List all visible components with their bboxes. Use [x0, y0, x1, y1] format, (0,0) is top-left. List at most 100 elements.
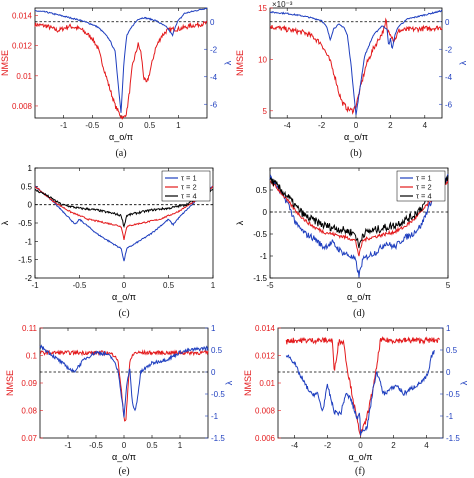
- series-line-a-1: [34, 7, 208, 113]
- y-axis-label-left-b: NMSE: [235, 50, 245, 76]
- series-line-b-0: [269, 17, 443, 115]
- caption-f: (f): [355, 466, 365, 477]
- y-tick-label-left-d: -1: [260, 252, 268, 261]
- series-line-b-1: [269, 9, 443, 116]
- y-tick-label-left-c: -1: [25, 237, 33, 246]
- y-tick-label-left-d: -0.5: [253, 230, 267, 239]
- x-tick-label-a: 0.5: [144, 121, 156, 130]
- series-line-c-2: [34, 188, 214, 229]
- x-tick-label-d: 5: [446, 281, 451, 290]
- series-line-e-0: [39, 349, 209, 422]
- x-tick-label-e: 1: [178, 441, 183, 450]
- x-tick-label-d: -5: [266, 281, 274, 290]
- series-line-d-2: [269, 175, 449, 249]
- exponent-label-b: ×10⁻³: [272, 0, 293, 9]
- x-tick-label-d: 0: [357, 281, 362, 290]
- y-tick-label-right-b: -2: [445, 45, 453, 54]
- y-tick-label-left-c: -1.5: [18, 256, 32, 265]
- y-tick-label-left-f: 0.006: [255, 434, 276, 443]
- legend-label-c-1: τ = 2: [181, 183, 197, 192]
- y-axis-label-right-a: λ: [223, 60, 233, 65]
- x-axis-label-a: α_o/π: [109, 132, 133, 142]
- panel-c: -1 -0.5 0 0.5 1-2-1.5-1-0.500.51α_o/πλτ = 1τ…: [0, 164, 216, 319]
- x-tick-label-a: -0.5: [85, 121, 99, 130]
- y-tick-label-left-d: 0.5: [256, 186, 268, 195]
- y-axis-label-right-b: λ: [458, 60, 468, 65]
- y-axis-label-left-c: λ: [0, 220, 10, 225]
- x-tick-label-b: 4: [423, 121, 428, 130]
- y-tick-label-left-c: -0.5: [18, 219, 32, 228]
- y-axis-label-right-f: λ: [459, 380, 469, 385]
- series-line-e-1: [39, 344, 209, 418]
- series-line-c-0: [34, 185, 214, 262]
- caption-d: (d): [353, 308, 365, 319]
- x-axis-label-e: α_o/π: [112, 452, 136, 462]
- x-tick-label-f: 4: [424, 441, 429, 450]
- y-axis-label-left-f: NMSE: [243, 370, 253, 396]
- y-tick-label-left-f: 0.01: [259, 379, 275, 388]
- x-axis-label-f: α_o/π: [349, 452, 373, 462]
- y-tick-label-left-a: 0.014: [12, 12, 33, 21]
- y-axis-label-left-a: NMSE: [0, 50, 10, 76]
- x-tick-label-c: 0: [122, 281, 127, 290]
- y-tick-label-right-e: -0.5: [211, 390, 225, 399]
- y-tick-label-left-b: 10: [258, 55, 267, 64]
- y-tick-label-right-a: 0: [210, 18, 215, 27]
- y-tick-label-right-e: -1.5: [211, 434, 225, 443]
- x-tick-label-e: 0.5: [146, 441, 158, 450]
- y-tick-label-left-e: 0.09: [21, 379, 37, 388]
- y-tick-label-right-b: -6: [445, 100, 453, 109]
- y-tick-label-left-d: 0: [263, 208, 268, 217]
- y-tick-label-right-a: -6: [210, 100, 218, 109]
- x-tick-label-b: -4: [284, 121, 292, 130]
- caption-e: (e): [118, 466, 129, 477]
- x-axis-label-c: α_o/π: [112, 292, 136, 302]
- y-tick-label-right-f: -1.5: [446, 434, 460, 443]
- y-tick-label-left-e: 0.1: [26, 352, 38, 361]
- x-tick-label-a: 0: [119, 121, 124, 130]
- y-axis-label-left-d: λ: [235, 220, 245, 225]
- x-tick-label-c: 1: [211, 281, 216, 290]
- x-tick-label-b: 2: [388, 121, 393, 130]
- x-tick-label-a: 1: [176, 121, 181, 130]
- x-axis-label-d: α_o/π: [347, 292, 371, 302]
- y-tick-label-right-e: 0.5: [211, 346, 223, 355]
- x-tick-label-f: -2: [324, 441, 332, 450]
- x-tick-label-e: -1: [64, 441, 72, 450]
- legend-label-c-2: τ = 4: [181, 192, 197, 201]
- y-tick-label-left-f: 0.012: [255, 352, 276, 361]
- y-tick-label-right-e: 0: [211, 368, 216, 377]
- y-tick-label-left-c: 0.5: [21, 182, 33, 191]
- x-tick-label-c: 0.5: [163, 281, 175, 290]
- panel-e: -1 -0.5 0 0.5 1 0.07 0.08 0.09 0.1 0.11 -1.5 -1 -0.5…: [5, 324, 234, 477]
- y-tick-label-left-a: 0.01: [16, 72, 32, 81]
- y-tick-label-right-a: -2: [210, 45, 218, 54]
- plot-frame-e: [39, 327, 209, 439]
- x-tick-label-b: 0: [354, 121, 359, 130]
- series-line-d-0: [269, 173, 449, 278]
- y-tick-label-left-e: 0.07: [21, 434, 37, 443]
- y-tick-label-right-f: 0: [446, 368, 451, 377]
- series-line-d-1: [269, 179, 449, 257]
- x-tick-label-f: 2: [391, 441, 396, 450]
- y-tick-label-left-b: 5: [263, 107, 268, 116]
- y-tick-label-right-e: -1: [211, 412, 219, 421]
- legend-label-d-0: τ = 1: [416, 174, 432, 183]
- plot-frame-b: [269, 7, 443, 119]
- y-tick-label-left-c: 0: [28, 201, 33, 210]
- y-tick-label-left-a: 0.012: [12, 42, 33, 51]
- y-tick-label-left-f: 0.008: [255, 407, 276, 416]
- y-tick-label-right-f: 1: [446, 324, 451, 333]
- y-tick-label-right-e: 1: [211, 324, 216, 333]
- y-tick-label-right-f: -0.5: [446, 390, 460, 399]
- y-tick-label-right-b: -4: [445, 73, 453, 82]
- x-tick-label-b: -2: [318, 121, 326, 130]
- legend-label-d-2: τ = 4: [416, 192, 432, 201]
- x-tick-label-e: 0: [122, 441, 127, 450]
- x-tick-label-c: -0.5: [73, 281, 87, 290]
- caption-c: (c): [118, 308, 129, 319]
- x-tick-label-c: -1: [31, 281, 39, 290]
- x-tick-label-a: -1: [60, 121, 68, 130]
- series-line-f-0: [285, 336, 441, 438]
